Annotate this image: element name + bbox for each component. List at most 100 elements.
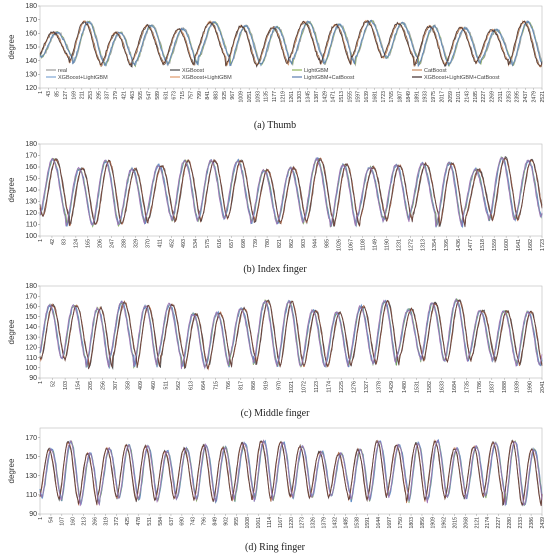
x-tick-label: 1072 — [301, 381, 307, 393]
x-tick-label: 103 — [63, 381, 69, 390]
x-tick-label: 247 — [110, 239, 116, 248]
x-tick-label: 2185 — [473, 91, 479, 103]
x-tick-label: 1765 — [389, 91, 395, 103]
x-tick-label: 1837 — [490, 381, 496, 393]
x-tick-label: 1061 — [256, 517, 262, 529]
x-tick-label: 1177 — [272, 91, 278, 102]
x-tick-label: 1641 — [516, 239, 522, 251]
x-tick-label: 1303 — [297, 91, 303, 103]
x-tick-label: 1 — [38, 239, 44, 242]
y-tick-label: 180 — [25, 283, 37, 290]
x-tick-label: 821 — [277, 239, 283, 248]
x-tick-label: 780 — [265, 239, 271, 248]
x-tick-label: 253 — [88, 91, 94, 100]
x-tick-label: 2521 — [540, 91, 546, 103]
x-tick-label: 206 — [98, 239, 104, 248]
x-tick-label: 256 — [101, 381, 107, 390]
x-tick-label: 358 — [126, 381, 132, 390]
y-tick-label: 140 — [25, 58, 37, 65]
x-tick-label: 319 — [103, 517, 109, 526]
x-tick-label: 955 — [234, 517, 240, 526]
x-tick-label: 1 — [38, 517, 44, 520]
x-tick-label: 493 — [181, 239, 187, 248]
x-tick-label: 2143 — [465, 91, 471, 103]
x-tick-label: 2269 — [490, 91, 496, 103]
x-tick-label: 1436 — [456, 239, 462, 251]
series-line-7 — [39, 19, 543, 68]
x-tick-label: 1026 — [337, 239, 343, 251]
x-tick-label: 409 — [138, 381, 144, 390]
x-tick-label: 1432 — [332, 517, 338, 529]
x-tick-label: 85 — [55, 91, 61, 97]
x-tick-label: 967 — [230, 91, 236, 100]
x-tick-label: 1735 — [465, 381, 471, 393]
y-tick-label: 100 — [25, 365, 37, 372]
x-tick-label: 1067 — [349, 239, 355, 251]
y-tick-label: 180 — [25, 141, 37, 148]
x-tick-label: 1888 — [502, 381, 508, 393]
x-tick-label: 42 — [50, 239, 56, 245]
x-tick-label: 1962 — [442, 517, 448, 529]
x-tick-label: 1 — [38, 91, 44, 94]
x-tick-label: 452 — [169, 239, 175, 248]
x-tick-label: 1387 — [314, 91, 320, 103]
y-tick-label: 130 — [25, 199, 37, 206]
x-tick-label: 266 — [92, 517, 98, 526]
series-line-7 — [39, 298, 543, 370]
x-tick-label: 657 — [229, 239, 235, 248]
x-tick-label: 1697 — [387, 517, 393, 529]
x-tick-label: 1849 — [406, 91, 412, 103]
x-tick-label: 411 — [157, 239, 163, 248]
x-tick-label: 83 — [62, 239, 68, 245]
x-tick-label: 1272 — [408, 239, 414, 251]
y-tick-label: 150 — [25, 314, 37, 321]
x-tick-label: 1723 — [381, 91, 387, 103]
series-line-7 — [39, 156, 543, 228]
x-tick-label: 421 — [121, 91, 127, 100]
x-tick-label: 584 — [158, 517, 164, 526]
x-tick-label: 1682 — [528, 239, 534, 251]
y-tick-label: 180 — [25, 3, 37, 10]
x-tick-label: 1555 — [347, 91, 353, 103]
x-tick-label: 531 — [147, 517, 153, 526]
x-tick-label: 1582 — [427, 381, 433, 393]
x-tick-label: 160 — [71, 517, 77, 526]
x-tick-label: 589 — [155, 91, 161, 100]
x-tick-label: 673 — [172, 91, 178, 100]
x-tick-label: 1276 — [352, 381, 358, 393]
x-tick-label: 698 — [241, 239, 247, 248]
x-tick-label: 505 — [138, 91, 144, 100]
x-tick-label: 288 — [121, 239, 127, 248]
x-tick-label: 664 — [201, 381, 207, 390]
x-tick-label: 739 — [253, 239, 259, 248]
y-tick-label: 120 — [25, 210, 37, 217]
chart-middle-finger: 90 100 110 120 130 140 150 160 170 180 degree 1 52 10… — [7, 283, 546, 393]
x-tick-label: 849 — [212, 517, 218, 526]
x-tick-label: 43 — [46, 91, 52, 97]
x-tick-label: 1559 — [492, 239, 498, 251]
x-tick-label: 2227 — [481, 91, 487, 103]
x-tick-label: 1 — [38, 381, 44, 384]
x-tick-label: 743 — [191, 517, 197, 526]
x-tick-label: 372 — [114, 517, 120, 526]
x-tick-label: 1990 — [527, 381, 533, 393]
x-tick-label: 1190 — [384, 239, 390, 251]
x-tick-label: 944 — [313, 239, 319, 248]
y-tick-label: 170 — [25, 435, 37, 442]
x-tick-label: 2353 — [506, 91, 512, 103]
x-tick-label: 1261 — [289, 91, 295, 103]
x-tick-label: 1114 — [267, 517, 273, 528]
y-axis-label: degree — [7, 34, 16, 59]
panel-middle-finger: 90 100 110 120 130 140 150 160 170 180 degree 1 52 10… — [0, 280, 550, 420]
y-axis-label: degree — [7, 177, 16, 202]
x-tick-label: 1174 — [326, 381, 332, 393]
x-tick-label: 2311 — [498, 91, 504, 102]
x-tick-label: 2280 — [507, 517, 513, 529]
x-tick-label: 883 — [214, 91, 220, 100]
x-tick-label: 1803 — [409, 517, 415, 529]
x-tick-label: 1633 — [439, 381, 445, 393]
x-tick-label: 1220 — [289, 517, 295, 529]
series-line-8 — [39, 20, 543, 68]
x-tick-label: 1354 — [432, 239, 438, 251]
x-tick-label: 1531 — [414, 381, 420, 393]
